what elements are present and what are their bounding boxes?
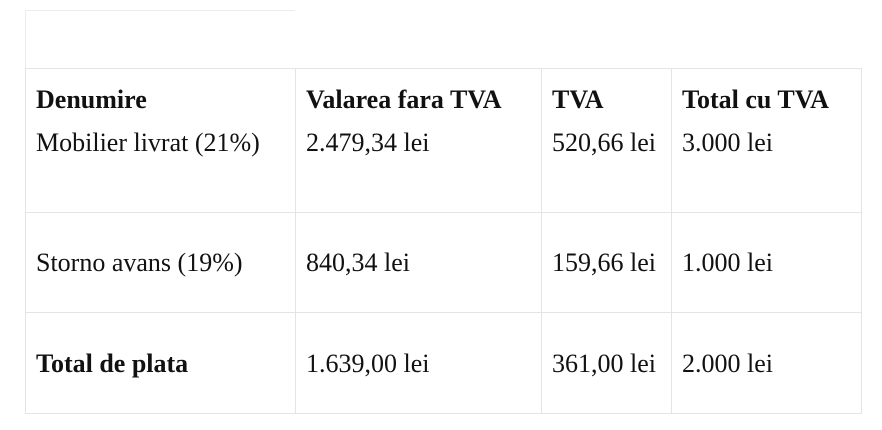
cell-text: Storno avans (19%) xyxy=(36,248,243,277)
cell-text: 840,34 lei xyxy=(306,248,410,277)
table-cell: Total cu TVA 3.000 lei xyxy=(671,68,862,213)
invoice-table: Denumire Mobilier livrat (21%) Valarea fa… xyxy=(25,68,862,414)
cell-text: Mobilier livrat (21%) xyxy=(36,128,260,157)
cell-text: 2.000 lei xyxy=(682,348,773,378)
table-row: Storno avans (19%) 840,34 lei 159,66 lei… xyxy=(25,212,862,313)
cell-text: 3.000 lei xyxy=(682,128,773,157)
table-cell: 1.000 lei xyxy=(671,212,862,313)
cell-text: 1.000 lei xyxy=(682,248,773,277)
table-cell: TVA 520,66 lei xyxy=(541,68,672,213)
cell-text: 520,66 lei xyxy=(552,128,656,157)
table-cell: Storno avans (19%) xyxy=(25,212,296,313)
table-cell: 361,00 lei xyxy=(541,312,672,414)
cell-text: 159,66 lei xyxy=(552,248,656,277)
table-cell: 1.639,00 lei xyxy=(295,312,542,414)
cell-text: Total de plata xyxy=(36,348,189,378)
table-cell: 840,34 lei xyxy=(295,212,542,313)
cell-text: 2.479,34 lei xyxy=(306,128,430,157)
table-cell: Total de plata xyxy=(25,312,296,414)
table-cell: 159,66 lei xyxy=(541,212,672,313)
table-row: Denumire Mobilier livrat (21%) Valarea fa… xyxy=(25,68,862,213)
empty-cell xyxy=(25,10,295,68)
header-text: TVA xyxy=(552,85,604,114)
header-text: Valarea fara TVA xyxy=(306,85,502,114)
table-cell: Valarea fara TVA 2.479,34 lei xyxy=(295,68,542,213)
header-text: Denumire xyxy=(36,85,147,114)
table-cell: Denumire Mobilier livrat (21%) xyxy=(25,68,296,213)
cell-text: 361,00 lei xyxy=(552,348,656,378)
cell-text: 1.639,00 lei xyxy=(306,348,430,378)
table-row: Total de plata 1.639,00 lei 361,00 lei 2… xyxy=(25,312,862,414)
header-text: Total cu TVA xyxy=(682,85,829,114)
table-cell: 2.000 lei xyxy=(671,312,862,414)
